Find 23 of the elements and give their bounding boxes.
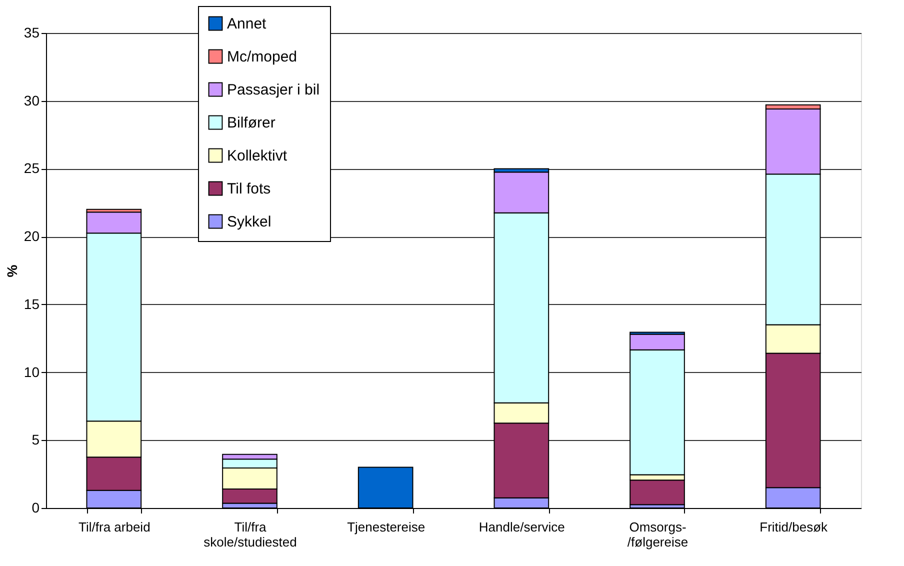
y-tick-label: 25 (24, 160, 40, 176)
x-tick-label: Handle/service (478, 520, 565, 534)
x-tick-label: Tjenestereise (347, 520, 426, 534)
y-tick-label: 15 (24, 296, 40, 312)
x-tick-label: Fritid/besøk (760, 520, 828, 534)
y-tick-label: 30 (24, 92, 40, 108)
y-tick-label: 10 (24, 364, 40, 380)
x-tick-label: Til/fra skole/studiested (204, 520, 297, 550)
legend-label: Annet (227, 16, 268, 32)
y-tick-label: 0 (32, 500, 40, 516)
legend-label: Kollektivt (227, 148, 288, 164)
legend-label: Bilfører (227, 114, 276, 132)
legend-label: Sykkel (227, 214, 272, 230)
legend-label: Mc/moped (227, 48, 298, 66)
bar (630, 480, 685, 506)
x-tick-label: Til/fra arbeid (78, 520, 150, 534)
y-tick-label: 35 (24, 24, 40, 40)
x-tick-label: Omsorgs- /følgereise (627, 520, 688, 550)
y-tick-label: 5 (32, 432, 40, 448)
legend-label: Passasjer i bil (227, 82, 320, 98)
y-tick-label: 20 (24, 228, 40, 244)
y-axis-title: % (4, 264, 20, 278)
legend-label: Til fots (227, 180, 271, 198)
